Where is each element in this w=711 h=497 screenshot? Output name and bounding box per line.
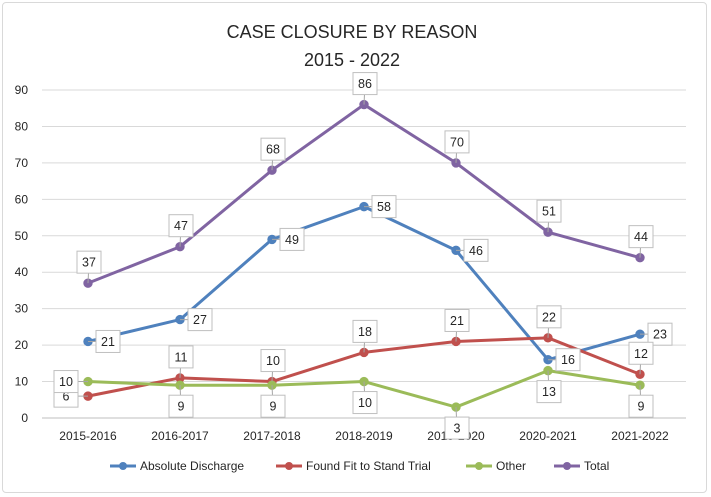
legend-item: Absolute Discharge bbox=[110, 459, 244, 473]
svg-text:10: 10 bbox=[266, 354, 280, 368]
legend-label: Total bbox=[584, 459, 609, 473]
svg-text:49: 49 bbox=[285, 233, 299, 247]
data-label: 44 bbox=[628, 225, 654, 258]
x-tick-label: 2015-2016 bbox=[59, 429, 117, 443]
data-label: 21 bbox=[444, 308, 470, 342]
y-tick-label: 20 bbox=[15, 338, 29, 352]
y-tick-label: 60 bbox=[15, 192, 29, 206]
y-tick-label: 40 bbox=[15, 265, 29, 279]
data-label: 10 bbox=[352, 381, 378, 415]
svg-text:21: 21 bbox=[101, 335, 115, 349]
data-label: 49 bbox=[272, 227, 305, 251]
legend-item: Other bbox=[466, 459, 526, 473]
svg-text:86: 86 bbox=[358, 77, 372, 91]
data-label: 3 bbox=[444, 407, 470, 440]
data-label: 9 bbox=[628, 385, 654, 418]
svg-text:47: 47 bbox=[174, 219, 188, 233]
svg-text:11: 11 bbox=[175, 350, 188, 364]
svg-text:10: 10 bbox=[358, 396, 372, 410]
data-label: 9 bbox=[260, 385, 286, 418]
x-tick-label: 2018-2019 bbox=[335, 429, 393, 443]
data-label: 46 bbox=[456, 238, 489, 262]
legend-label: Other bbox=[496, 459, 526, 473]
legend-item: Total bbox=[554, 459, 609, 473]
svg-text:44: 44 bbox=[634, 230, 648, 244]
data-label: 51 bbox=[536, 199, 562, 233]
svg-text:9: 9 bbox=[270, 400, 277, 414]
series-line-3 bbox=[87, 103, 641, 285]
data-label: 13 bbox=[536, 370, 562, 404]
y-tick-label: 0 bbox=[21, 411, 28, 425]
svg-text:12: 12 bbox=[634, 347, 648, 361]
data-label: 21 bbox=[88, 329, 121, 353]
axes: 0 10 20 30 40 50 60 70 80 90 2015-2016 2016-2017 201… bbox=[15, 83, 669, 443]
svg-text:46: 46 bbox=[469, 244, 483, 258]
data-label: 12 bbox=[628, 341, 654, 375]
data-label: 27 bbox=[180, 308, 213, 332]
svg-text:37: 37 bbox=[82, 256, 96, 270]
svg-text:16: 16 bbox=[561, 353, 575, 367]
x-tick-label: 2021-2022 bbox=[611, 429, 669, 443]
x-tick-label: 2020-2021 bbox=[519, 429, 577, 443]
svg-text:9: 9 bbox=[638, 400, 645, 414]
gridlines bbox=[42, 89, 686, 419]
legend: Absolute Discharge Found Fit to Stand Tri… bbox=[110, 459, 609, 473]
y-tick-label: 30 bbox=[15, 302, 29, 316]
svg-text:23: 23 bbox=[653, 328, 667, 342]
svg-text:51: 51 bbox=[542, 205, 556, 219]
data-label: 37 bbox=[76, 250, 102, 284]
data-label: 22 bbox=[536, 305, 562, 338]
data-label: 23 bbox=[640, 322, 673, 346]
legend-label: Absolute Discharge bbox=[140, 459, 244, 473]
svg-text:9: 9 bbox=[178, 400, 185, 414]
svg-text:58: 58 bbox=[377, 200, 391, 214]
y-tick-label: 50 bbox=[15, 229, 29, 243]
data-label: 68 bbox=[260, 137, 286, 171]
y-tick-label: 70 bbox=[15, 156, 29, 170]
legend-item: Found Fit to Stand Trial bbox=[276, 459, 431, 473]
svg-text:10: 10 bbox=[59, 375, 73, 389]
svg-text:27: 27 bbox=[193, 313, 207, 327]
data-label: 10 bbox=[53, 370, 88, 394]
data-label: 58 bbox=[364, 195, 397, 219]
data-labels: 21 27 49 58 46 16 23 6 11 10 18 21 22 12 10 9 9 10 3 13 9 37 4… bbox=[53, 72, 673, 440]
data-label: 18 bbox=[352, 319, 378, 353]
y-tick-label: 10 bbox=[15, 375, 29, 389]
data-label: 10 bbox=[260, 349, 286, 382]
data-label: 70 bbox=[444, 130, 470, 163]
svg-text:68: 68 bbox=[266, 143, 280, 157]
data-label: 16 bbox=[548, 348, 581, 372]
svg-text:70: 70 bbox=[450, 135, 464, 149]
svg-text:18: 18 bbox=[358, 325, 372, 339]
legend-label: Found Fit to Stand Trial bbox=[306, 459, 431, 473]
chart-title: CASE CLOSURE BY REASON bbox=[227, 22, 478, 42]
svg-text:3: 3 bbox=[454, 422, 461, 436]
svg-text:6: 6 bbox=[63, 390, 70, 404]
y-tick-label: 80 bbox=[15, 119, 29, 133]
chart-subtitle: 2015 - 2022 bbox=[304, 50, 400, 70]
y-tick-label: 90 bbox=[15, 83, 29, 97]
data-label: 11 bbox=[168, 345, 194, 378]
svg-text:21: 21 bbox=[450, 314, 464, 328]
x-tick-label: 2017-2018 bbox=[243, 429, 301, 443]
svg-text:13: 13 bbox=[542, 385, 556, 399]
x-tick-label: 2016-2017 bbox=[151, 429, 209, 443]
data-label: 47 bbox=[168, 214, 194, 247]
svg-text:22: 22 bbox=[542, 310, 556, 324]
data-label: 86 bbox=[352, 72, 378, 105]
data-label: 9 bbox=[168, 385, 194, 418]
